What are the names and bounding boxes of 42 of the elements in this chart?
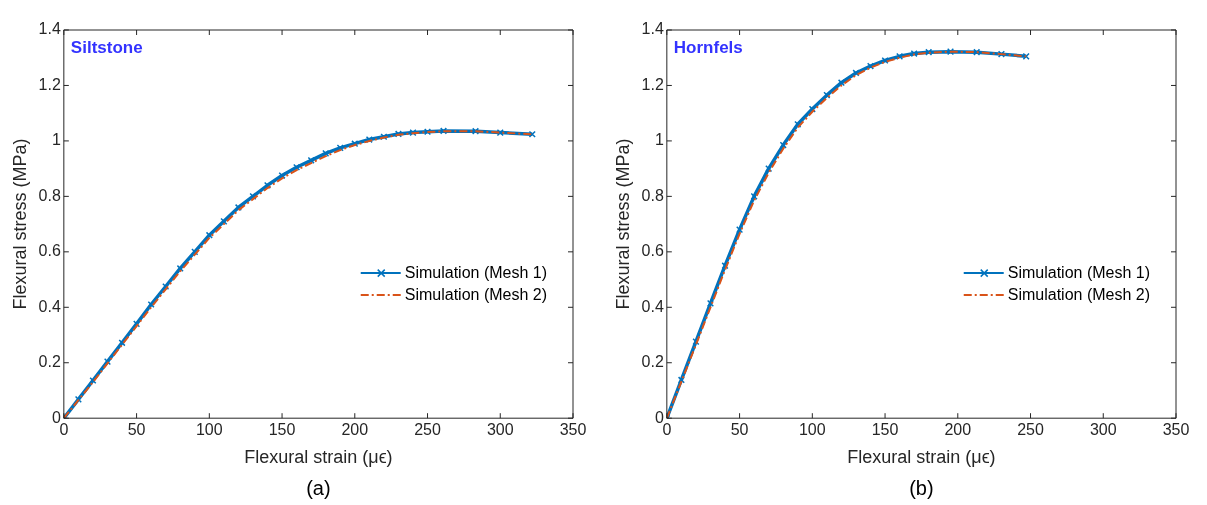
x-tick-label: 100 [195, 421, 223, 439]
legend-label: Simulation (Mesh 2) [404, 285, 548, 303]
x-tick-label: 50 [730, 421, 749, 439]
y-tick-label: 1 [654, 131, 664, 149]
x-tick-label: 250 [1017, 421, 1044, 439]
text: (a) [306, 476, 331, 499]
y-tick-label: 0.6 [38, 242, 61, 260]
x-tick-label: 250 [414, 421, 441, 439]
x-tick-label: 50 [127, 421, 146, 439]
legend-label: Simulation (Mesh 1) [404, 263, 548, 281]
legend-label: Simulation (Mesh 2) [1007, 285, 1151, 303]
text: (b) [909, 476, 934, 499]
y-tick-label: 1.4 [38, 20, 61, 38]
y-tick-label: 1.4 [641, 20, 664, 38]
y-tick-label: 1.2 [38, 75, 61, 93]
y-tick-label: 0.4 [38, 297, 61, 315]
legend-label: Simulation (Mesh 1) [1007, 263, 1151, 281]
x-axis-title: Flexural strain (μϵ) [847, 447, 996, 468]
y-tick-label: 0.2 [38, 353, 61, 371]
x-tick-label: 100 [798, 421, 826, 439]
annotation: Hornfels [673, 38, 743, 58]
y-tick-label: 0.6 [641, 242, 664, 260]
x-tick-label: 300 [486, 421, 514, 439]
x-tick-label: 300 [1089, 421, 1117, 439]
y-axis-title: Flexural stress (MPa) [612, 138, 633, 310]
x-tick-label: 350 [1162, 421, 1190, 439]
y-tick-label: 0 [51, 408, 61, 426]
y-tick-label: 1.2 [641, 75, 664, 93]
y-axis-title: Flexural stress (MPa) [9, 138, 30, 310]
y-tick-label: 0 [654, 408, 664, 426]
x-tick-label: 350 [559, 421, 587, 439]
x-tick-label: 150 [268, 421, 296, 439]
y-tick-label: 0.8 [641, 186, 664, 204]
x-tick-label: 200 [944, 421, 972, 439]
x-tick-label: 150 [871, 421, 899, 439]
annotation: Siltstone [70, 38, 143, 58]
y-tick-label: 0.4 [641, 297, 664, 315]
x-tick-label: 200 [341, 421, 369, 439]
y-tick-label: 0.2 [641, 353, 664, 371]
y-tick-label: 0.8 [38, 186, 61, 204]
x-axis-title: Flexural strain (μϵ) [244, 447, 393, 468]
y-tick-label: 1 [51, 131, 61, 149]
